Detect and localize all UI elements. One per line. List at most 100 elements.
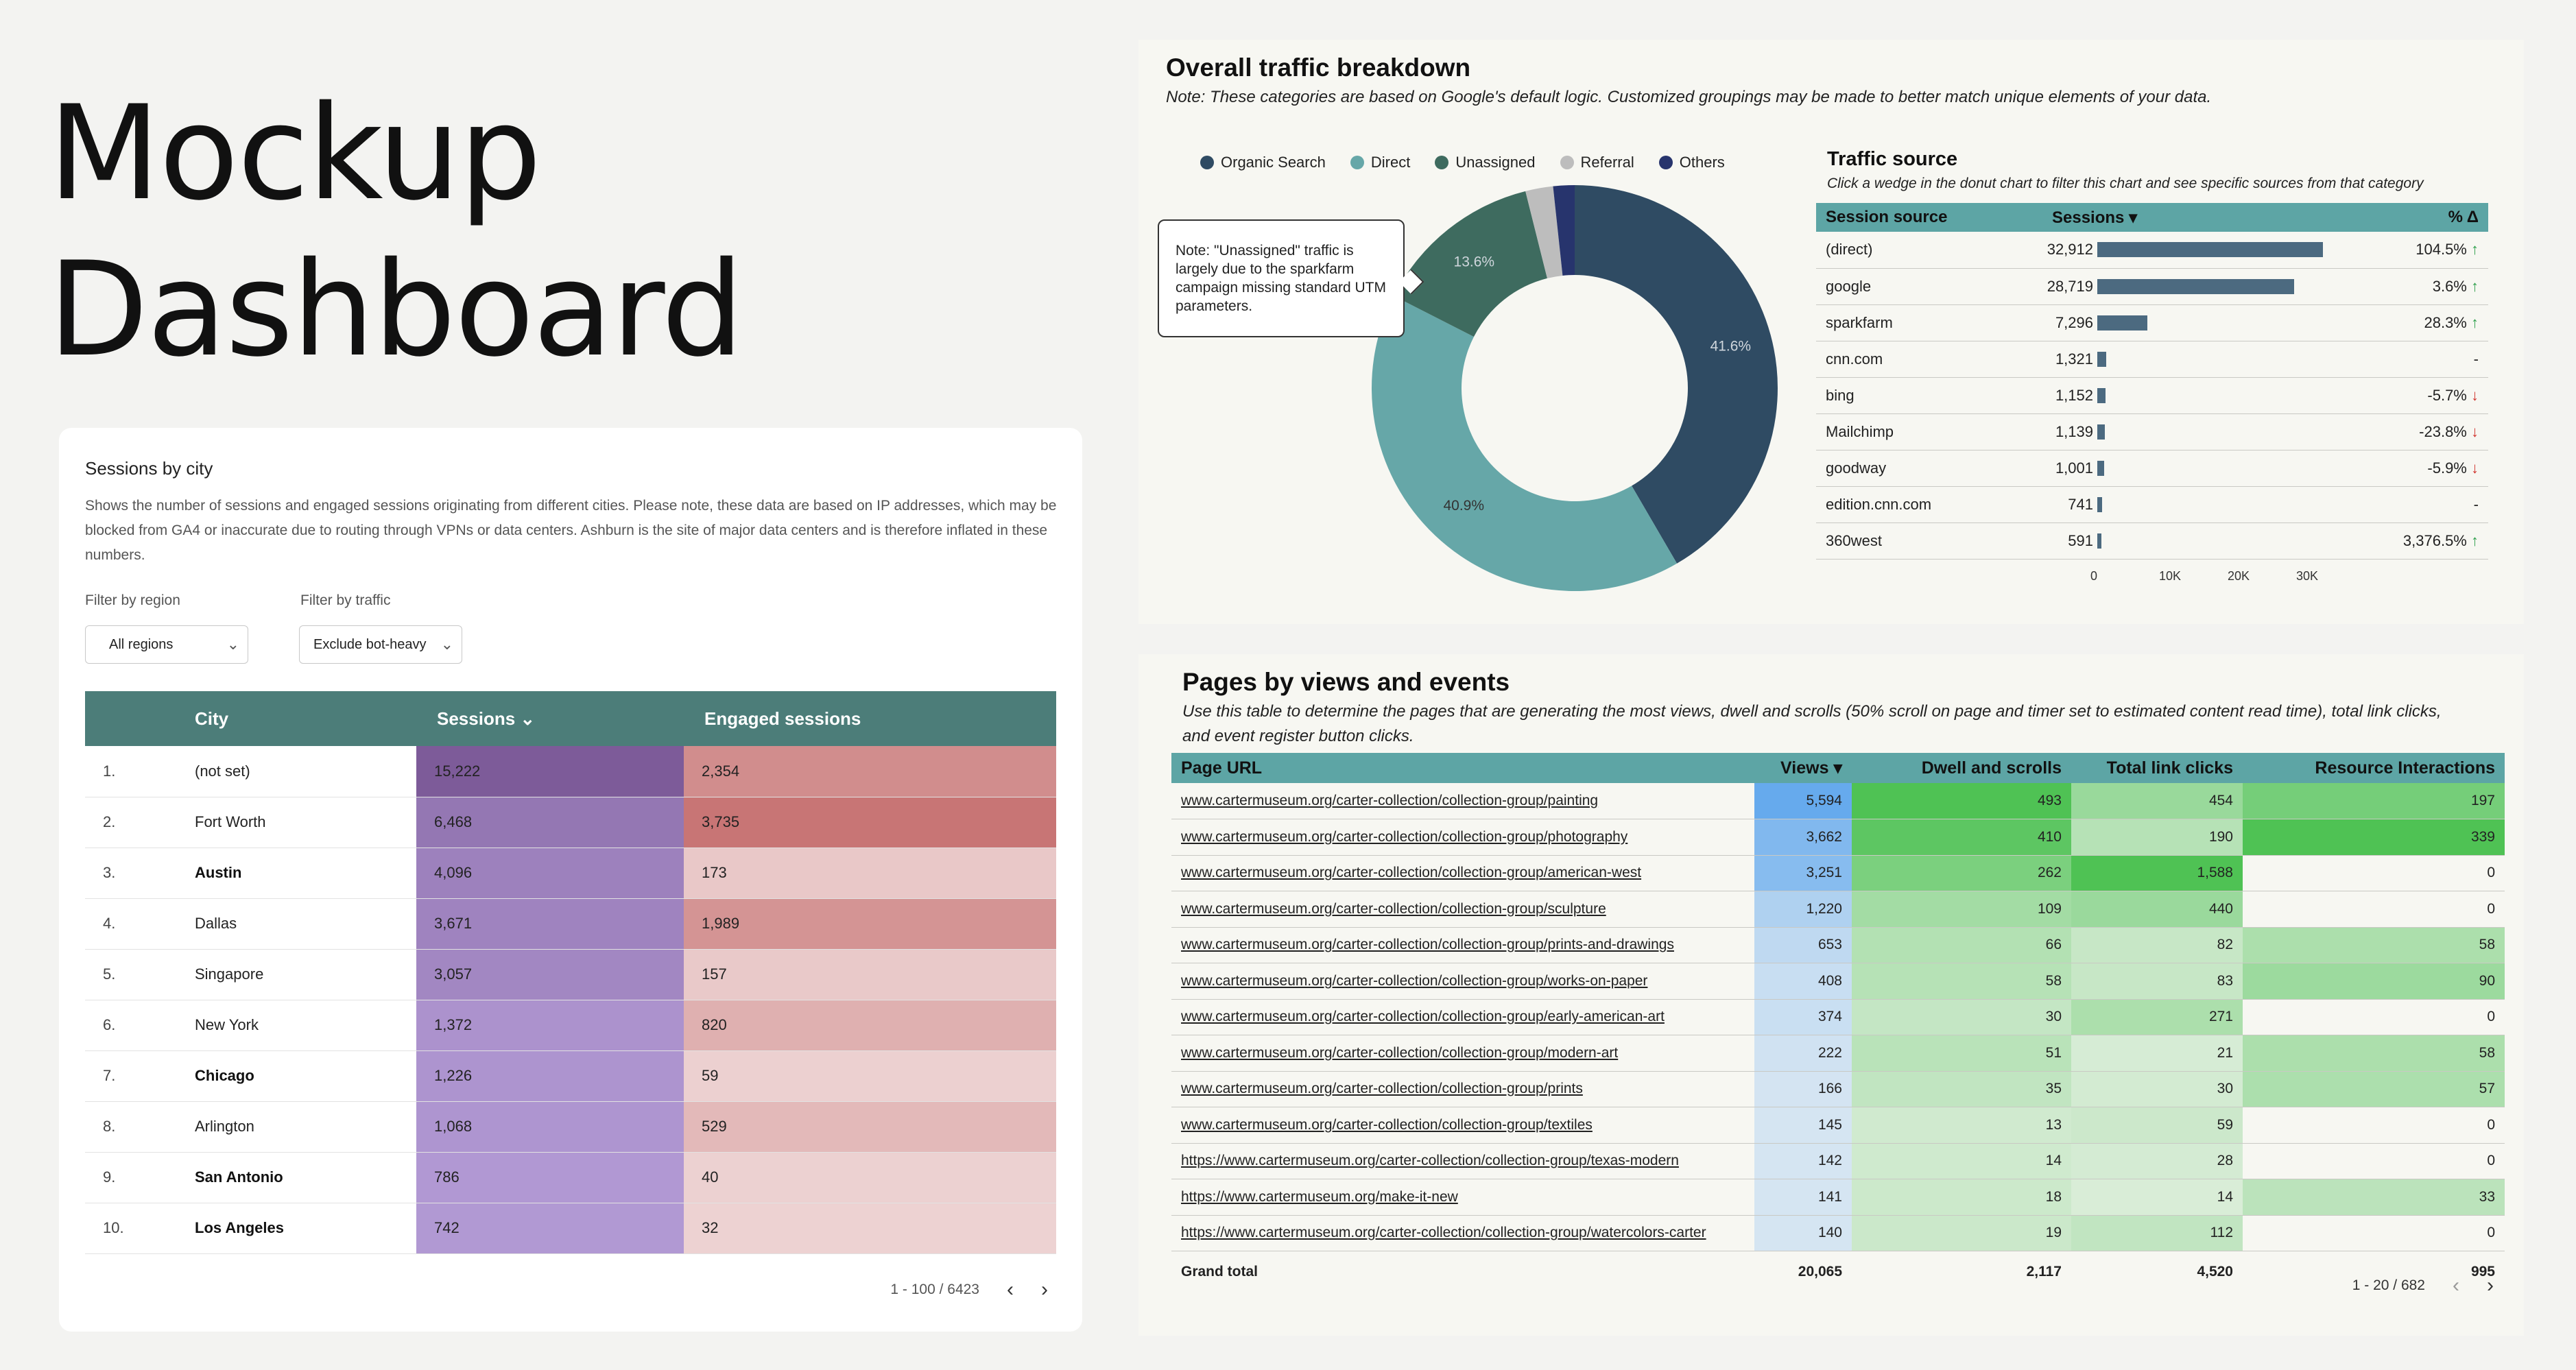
source-name: edition.cnn.com	[1816, 486, 2042, 523]
page-url-link[interactable]: https://www.cartermuseum.org/make-it-new	[1171, 1179, 1754, 1216]
donut-slice[interactable]	[1394, 191, 1547, 337]
donut-slice[interactable]	[1525, 186, 1563, 278]
page-row[interactable]: https://www.cartermuseum.org/carter-coll…	[1171, 1215, 2505, 1251]
page-url-link[interactable]: www.cartermuseum.org/carter-collection/c…	[1171, 891, 1754, 928]
page-url-link[interactable]: www.cartermuseum.org/carter-collection/c…	[1171, 1035, 1754, 1072]
source-row[interactable]: google 28,719 3.6% ↑	[1816, 268, 2488, 305]
col-source-sessions[interactable]: Sessions ▾	[2042, 203, 2372, 232]
donut-slice[interactable]	[1372, 296, 1678, 591]
table-row[interactable]: 6. New York 1,372 820	[85, 1000, 1056, 1051]
arrow-down-icon: ↓	[2466, 386, 2479, 404]
col-pct-change-label: % Δ	[2448, 208, 2479, 226]
row-index: 5.	[85, 949, 195, 1000]
legend-dot	[1658, 156, 1673, 169]
page-url-link[interactable]: www.cartermuseum.org/carter-collection/c…	[1171, 1071, 1754, 1107]
col-sessions[interactable]: Sessions ⌄	[416, 691, 684, 746]
legend-item[interactable]: Direct	[1350, 154, 1410, 171]
source-row[interactable]: 360west 591 3,376.5% ↑	[1816, 522, 2488, 560]
source-row[interactable]: bing 1,152 -5.7% ↓	[1816, 377, 2488, 414]
grand-total-label: Grand total	[1181, 1263, 1259, 1279]
table-row[interactable]: 9. San Antonio 786 40	[85, 1152, 1056, 1203]
table-row[interactable]: 5. Singapore 3,057 157	[85, 949, 1056, 1000]
traffic-select[interactable]: Exclude bot-heavy ⌄	[299, 625, 462, 664]
table-row[interactable]: 2. Fort Worth 6,468 3,735	[85, 797, 1056, 848]
resource-cell: 58	[2243, 1035, 2505, 1072]
source-row[interactable]: (direct) 32,912 104.5% ↑	[1816, 232, 2488, 269]
legend-item[interactable]: Organic Search	[1200, 154, 1326, 171]
next-page-icon[interactable]: ›	[1041, 1278, 1048, 1301]
col-page-url[interactable]: Page URL	[1171, 753, 1754, 783]
legend-item[interactable]: Referral	[1560, 154, 1634, 171]
page-url-link[interactable]: www.cartermuseum.org/carter-collection/c…	[1171, 783, 1754, 819]
col-clicks[interactable]: Total link clicks	[2071, 753, 2243, 783]
traffic-donut-chart[interactable]: 41.6% 40.9% 13.6%	[1369, 182, 1780, 594]
dwell-cell: 410	[1852, 819, 2071, 856]
page-row[interactable]: www.cartermuseum.org/carter-collection/c…	[1171, 855, 2505, 891]
prev-page-icon[interactable]: ‹	[2453, 1274, 2459, 1297]
clicks-cell: 83	[2071, 963, 2243, 1000]
page-row[interactable]: www.cartermuseum.org/carter-collection/c…	[1171, 999, 2505, 1035]
resource-cell: 0	[2243, 999, 2505, 1035]
col-pct-change[interactable]: % Δ	[2372, 203, 2488, 232]
page-row[interactable]: www.cartermuseum.org/carter-collection/c…	[1171, 1071, 2505, 1107]
resource-cell: 57	[2243, 1071, 2505, 1107]
source-row[interactable]: cnn.com 1,321 -	[1816, 341, 2488, 378]
source-row[interactable]: sparkfarm 7,296 28.3% ↑	[1816, 304, 2488, 341]
source-pct-cell: -5.9% ↓	[2372, 450, 2488, 487]
pages-note: Use this table to determine the pages th…	[1182, 702, 2442, 745]
col-engaged[interactable]: Engaged sessions	[684, 691, 1056, 746]
dwell-cell: 51	[1852, 1035, 2071, 1072]
col-session-source[interactable]: Session source	[1816, 203, 2042, 232]
page-url-link[interactable]: www.cartermuseum.org/carter-collection/c…	[1171, 963, 1754, 1000]
page-row[interactable]: www.cartermuseum.org/carter-collection/c…	[1171, 963, 2505, 1000]
resource-cell: 339	[2243, 819, 2505, 856]
col-dwell[interactable]: Dwell and scrolls	[1852, 753, 2071, 783]
col-resource[interactable]: Resource Interactions	[2243, 753, 2505, 783]
region-select[interactable]: All regions ⌄	[85, 625, 248, 664]
page-row[interactable]: www.cartermuseum.org/carter-collection/c…	[1171, 819, 2505, 856]
page-url-link[interactable]: https://www.cartermuseum.org/carter-coll…	[1171, 1215, 1754, 1251]
legend-item[interactable]: Others	[1658, 154, 1725, 171]
title-line-1: Mockup	[48, 77, 542, 229]
source-row[interactable]: edition.cnn.com 741 -	[1816, 486, 2488, 523]
page-row[interactable]: www.cartermuseum.org/carter-collection/c…	[1171, 1107, 2505, 1144]
axis-tick: 10K	[2159, 569, 2182, 583]
page-url-link[interactable]: www.cartermuseum.org/carter-collection/c…	[1171, 927, 1754, 963]
views-cell: 653	[1754, 927, 1852, 963]
legend-label: Others	[1679, 154, 1725, 171]
source-row[interactable]: goodway 1,001 -5.9% ↓	[1816, 450, 2488, 487]
page-row[interactable]: www.cartermuseum.org/carter-collection/c…	[1171, 783, 2505, 819]
page-url-link[interactable]: www.cartermuseum.org/carter-collection/c…	[1171, 855, 1754, 891]
page-row[interactable]: www.cartermuseum.org/carter-collection/c…	[1171, 1035, 2505, 1072]
source-sessions: 1,001	[2042, 450, 2097, 487]
page-url-link[interactable]: www.cartermuseum.org/carter-collection/c…	[1171, 819, 1754, 856]
page-url-link[interactable]: https://www.cartermuseum.org/carter-coll…	[1171, 1143, 1754, 1179]
pct-value: 3.6%	[2432, 277, 2467, 295]
table-row[interactable]: 1. (not set) 15,222 2,354	[85, 746, 1056, 797]
donut-slice[interactable]	[1553, 185, 1575, 276]
table-row[interactable]: 10. Los Angeles 742 32	[85, 1203, 1056, 1254]
table-row[interactable]: 3. Austin 4,096 173	[85, 848, 1056, 899]
next-page-icon[interactable]: ›	[2487, 1274, 2494, 1297]
prev-page-icon[interactable]: ‹	[1007, 1278, 1014, 1301]
table-row[interactable]: 8. Arlington 1,068 529	[85, 1101, 1056, 1153]
table-row[interactable]: 4. Dallas 3,671 1,989	[85, 898, 1056, 950]
page-row[interactable]: www.cartermuseum.org/carter-collection/c…	[1171, 927, 2505, 963]
source-bar	[2097, 387, 2106, 403]
legend-item[interactable]: Unassigned	[1435, 154, 1536, 171]
page-url-link[interactable]: www.cartermuseum.org/carter-collection/c…	[1171, 999, 1754, 1035]
col-views[interactable]: Views ▾	[1754, 753, 1852, 783]
page-row[interactable]: https://www.cartermuseum.org/carter-coll…	[1171, 1143, 2505, 1179]
city-cell: San Antonio	[195, 1152, 416, 1203]
table-row[interactable]: 7. Chicago 1,226 59	[85, 1050, 1056, 1102]
sessions-cell: 6,468	[416, 797, 684, 848]
source-name: bing	[1816, 377, 2042, 414]
page-row[interactable]: www.cartermuseum.org/carter-collection/c…	[1171, 891, 2505, 928]
col-clicks-label: Total link clicks	[2106, 758, 2233, 778]
col-city[interactable]: City	[195, 691, 416, 746]
page-url-link[interactable]: www.cartermuseum.org/carter-collection/c…	[1171, 1107, 1754, 1144]
source-row[interactable]: Mailchimp 1,139 -23.8% ↓	[1816, 413, 2488, 450]
page-row[interactable]: https://www.cartermuseum.org/make-it-new…	[1171, 1179, 2505, 1216]
legend-dot	[1200, 156, 1214, 169]
donut-slice[interactable]	[1575, 185, 1778, 564]
